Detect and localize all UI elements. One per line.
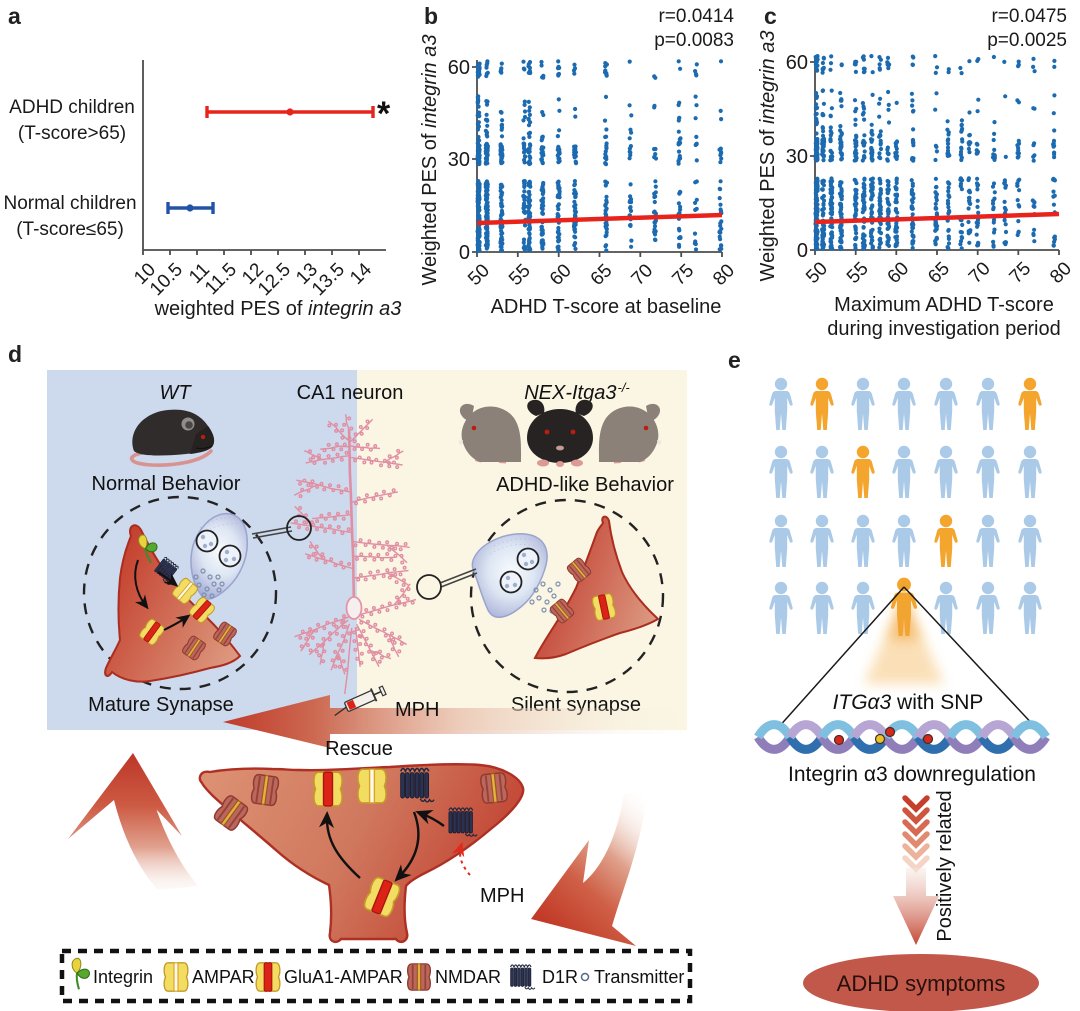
svg-text:b: b: [424, 3, 438, 29]
svg-text:Weighted PES of integrin a3: Weighted PES of integrin a3: [757, 31, 779, 282]
svg-text:ITGα3 with SNP: ITGα3 with SNP: [833, 691, 984, 714]
svg-text:Weighted PES of integrin a3: Weighted PES of integrin a3: [419, 35, 441, 286]
svg-text:(T-score≤65): (T-score≤65): [16, 219, 124, 240]
svg-text:during investigation period: during investigation period: [827, 318, 1061, 340]
svg-text:d: d: [8, 341, 22, 367]
svg-text:Normal children: Normal children: [3, 193, 136, 214]
svg-text:NMDAR: NMDAR: [435, 967, 501, 987]
svg-text:a: a: [8, 3, 21, 29]
svg-text:ADHD-like Behavior: ADHD-like Behavior: [496, 474, 674, 496]
svg-text:weighted PES of integrin a3: weighted PES of integrin a3: [154, 298, 402, 320]
svg-text:Integrin: Integrin: [93, 967, 153, 987]
svg-text:Integrin α3 downregulation: Integrin α3 downregulation: [788, 763, 1036, 786]
svg-text:Normal Behavior: Normal Behavior: [92, 473, 241, 495]
svg-text:60: 60: [786, 52, 808, 74]
svg-text:WT: WT: [159, 382, 192, 404]
svg-text:30: 30: [448, 149, 470, 171]
svg-text:30: 30: [786, 146, 808, 168]
svg-text:0: 0: [797, 240, 808, 262]
svg-text:c: c: [764, 3, 777, 29]
svg-text:ADHD symptoms: ADHD symptoms: [837, 971, 1006, 996]
svg-text:D1R: D1R: [542, 967, 578, 987]
svg-text:ADHD T-score at baseline: ADHD T-score at baseline: [491, 296, 722, 318]
svg-text:GluA1-AMPAR: GluA1-AMPAR: [284, 967, 403, 987]
svg-text:Maximum ADHD T-score: Maximum ADHD T-score: [834, 294, 1054, 316]
svg-text:Positively related: Positively related: [934, 790, 956, 941]
svg-text:Mature Synapse: Mature Synapse: [88, 694, 234, 716]
svg-text:r=0.0475: r=0.0475: [991, 6, 1067, 27]
svg-text:p=0.0083: p=0.0083: [654, 30, 734, 51]
svg-text:(T-score>65): (T-score>65): [18, 123, 126, 144]
svg-text:r=0.0414: r=0.0414: [658, 6, 734, 27]
svg-text:0: 0: [459, 242, 470, 264]
svg-text:p=0.0025: p=0.0025: [987, 30, 1067, 51]
svg-text:Rescue: Rescue: [325, 738, 393, 760]
svg-text:e: e: [728, 347, 741, 373]
svg-text:CA1 neuron: CA1 neuron: [297, 382, 404, 404]
svg-text:AMPAR: AMPAR: [192, 967, 255, 987]
svg-text:60: 60: [448, 57, 470, 79]
svg-text:Transmitter: Transmitter: [594, 967, 684, 987]
svg-text:ADHD children: ADHD children: [9, 97, 135, 118]
svg-text:NEX-Itga3-/-: NEX-Itga3-/-: [524, 380, 630, 404]
svg-text:MPH: MPH: [395, 699, 439, 721]
svg-text:*: *: [377, 95, 391, 133]
svg-text:MPH: MPH: [480, 885, 524, 907]
